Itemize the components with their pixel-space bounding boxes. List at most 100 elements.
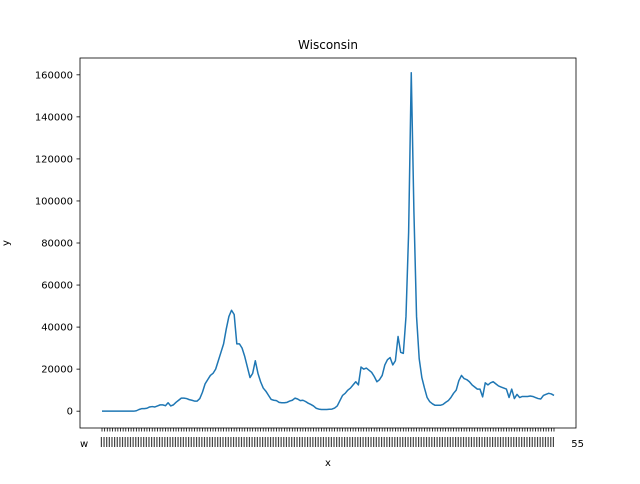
x-tick-label-glyph: [468, 437, 470, 447]
x-tick-label-glyph: [285, 437, 288, 447]
x-tick-label-glyph: [108, 437, 110, 447]
x-tick-label-glyph: [121, 437, 124, 447]
x-tick-label-glyph: [473, 437, 475, 447]
x-tick-label-glyph: [460, 437, 462, 447]
x-tick-label-glyph: [254, 437, 256, 447]
x-tick-label-glyph: [243, 437, 245, 447]
x-tick-label-glyph: [513, 437, 515, 447]
x-tick-label-glyph: [304, 437, 306, 447]
x-tick-label-glyph: [148, 437, 150, 447]
x-tick-label-glyph: [143, 437, 145, 447]
y-tick-label: 80000: [41, 239, 73, 250]
x-axis-label: x: [325, 458, 331, 469]
x-tick-label-glyph: [388, 437, 391, 447]
x-tick-label-glyph: [412, 437, 414, 447]
x-tick-label-glyph: [333, 437, 335, 447]
x-tick-label-glyph: [359, 437, 362, 447]
x-tick-label-glyph: [423, 437, 425, 447]
y-tick-label: 20000: [41, 365, 73, 376]
x-tick-label-glyph: [505, 437, 507, 447]
x-tick-label-glyph: [410, 437, 412, 447]
x-tick-label-glyph: [158, 437, 161, 447]
x-tick-label-glyph: [510, 437, 512, 447]
x-tick-label-glyph: [417, 437, 420, 447]
x-tick-label-cluster: [100, 437, 554, 447]
x-tick-label-glyph: [177, 437, 179, 447]
x-tick-label-glyph: [346, 437, 348, 447]
x-tick-label-glyph: [103, 437, 105, 447]
x-tick-label-glyph: [269, 437, 272, 447]
x-tick-label-glyph: [203, 437, 206, 447]
x-tick-label-glyph: [124, 437, 126, 447]
x-tick-label-glyph: [280, 437, 282, 447]
x-tick-label-glyph: [394, 437, 396, 447]
x-tick-label-glyph: [357, 437, 359, 447]
x-tick-label-glyph: [354, 437, 356, 447]
x-tick-label-glyph: [174, 437, 177, 447]
x-tick-label-glyph: [161, 437, 163, 447]
x-tick-label-glyph: [127, 437, 129, 447]
x-tick-label-glyph: [312, 437, 314, 447]
x-tick-label-glyph: [407, 437, 409, 447]
x-tick-label-glyph: [386, 437, 388, 447]
x-tick-label-glyph: [288, 437, 290, 447]
x-tick-label-glyph: [314, 437, 317, 447]
x-tick-label-glyph: [375, 437, 377, 447]
x-tick-label-glyph: [351, 437, 354, 447]
x-tick-label-glyph: [132, 437, 134, 447]
x-tick-label-glyph: [492, 437, 494, 447]
x-tick-label-glyph: [306, 437, 309, 447]
x-tick-label-glyph: [415, 437, 417, 447]
x-tick-label-glyph: [489, 437, 491, 447]
x-tick-label-glyph: [507, 437, 510, 447]
x-tick-label-glyph: [195, 437, 198, 447]
x-tick-label-glyph: [325, 437, 327, 447]
x-tick-label-glyph: [544, 437, 547, 447]
x-tick-label-glyph: [114, 437, 116, 447]
x-tick-label-glyph: [402, 437, 404, 447]
x-tick-label-glyph: [494, 437, 496, 447]
x-tick-label-glyph: [550, 437, 552, 447]
x-tick-label-glyph: [309, 437, 311, 447]
x-tick-label-glyph: [185, 437, 187, 447]
x-tick-label-glyph: [478, 437, 480, 447]
x-tick-label-glyph: [447, 437, 449, 447]
x-tick-label-glyph: [362, 437, 364, 447]
x-tick-label-glyph: [182, 437, 184, 447]
plot-area-frame: [79, 57, 577, 429]
x-tick-label-glyph: [227, 437, 229, 447]
x-tick-label-glyph: [457, 437, 459, 447]
x-tick-label-glyph: [188, 437, 190, 447]
x-tick-label-glyph: [441, 437, 443, 447]
series-line: [102, 71, 555, 412]
x-tick-label-glyph: [529, 437, 531, 447]
x-tick-label-glyph: [521, 437, 523, 447]
x-tick-label-glyph: [275, 437, 277, 447]
x-tick-label-glyph: [106, 437, 108, 447]
x-tick-label-glyph: [454, 437, 457, 447]
x-tick-label-glyph: [222, 437, 224, 447]
x-tick-label-glyph: [299, 437, 301, 447]
x-tick-label-glyph: [338, 437, 340, 447]
x-tick-label-glyph: [264, 437, 266, 447]
x-tick-label-glyph: [153, 437, 155, 447]
x-tick-label-glyph: [201, 437, 203, 447]
x-tick-label-glyph: [370, 437, 372, 447]
x-tick-label-glyph: [444, 437, 446, 447]
x-tick-label-glyph: [100, 437, 102, 447]
x-tick-label-glyph: [151, 437, 153, 447]
x-tick-label-glyph: [499, 437, 502, 447]
x-tick-label-glyph: [283, 437, 285, 447]
x-tick-label-glyph: [156, 437, 158, 447]
x-tick-label-glyph: [217, 437, 219, 447]
x-tick-label-glyph: [531, 437, 533, 447]
x-tick-label-glyph: [428, 437, 430, 447]
x-tick-label-glyph: [365, 437, 367, 447]
x-tick-label-glyph: [502, 437, 504, 447]
chart-title: Wisconsin: [298, 38, 358, 52]
x-tick-label-glyph: [277, 437, 280, 447]
x-tick-label-glyph: [145, 437, 147, 447]
x-tick-label-glyph: [341, 437, 343, 447]
x-tick-label-glyph: [116, 437, 118, 447]
